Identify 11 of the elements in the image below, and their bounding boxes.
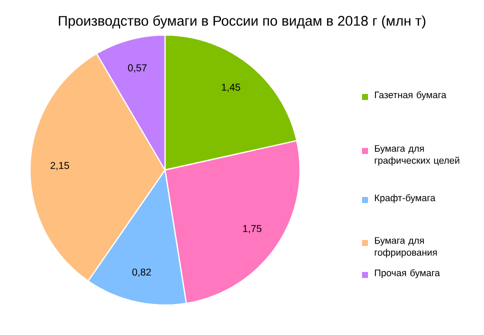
legend-label: Крафт-бумага [374, 194, 436, 204]
data-label: 1,75 [243, 225, 262, 234]
legend-label: Бумага для графических целей [374, 145, 460, 166]
data-label: 1,45 [222, 84, 240, 92]
data-label: 0,82 [132, 268, 151, 277]
data-label: 0,57 [128, 64, 147, 73]
legend-label: Газетная бумага [374, 91, 446, 100]
legend-label: Прочая бумага [374, 269, 440, 278]
legend-label: Бумага для гофрирования [374, 237, 437, 258]
chart-title: Производство бумаги в России по видам в 2018 г (млн т) [58, 15, 426, 29]
data-label: 2,15 [50, 162, 70, 170]
